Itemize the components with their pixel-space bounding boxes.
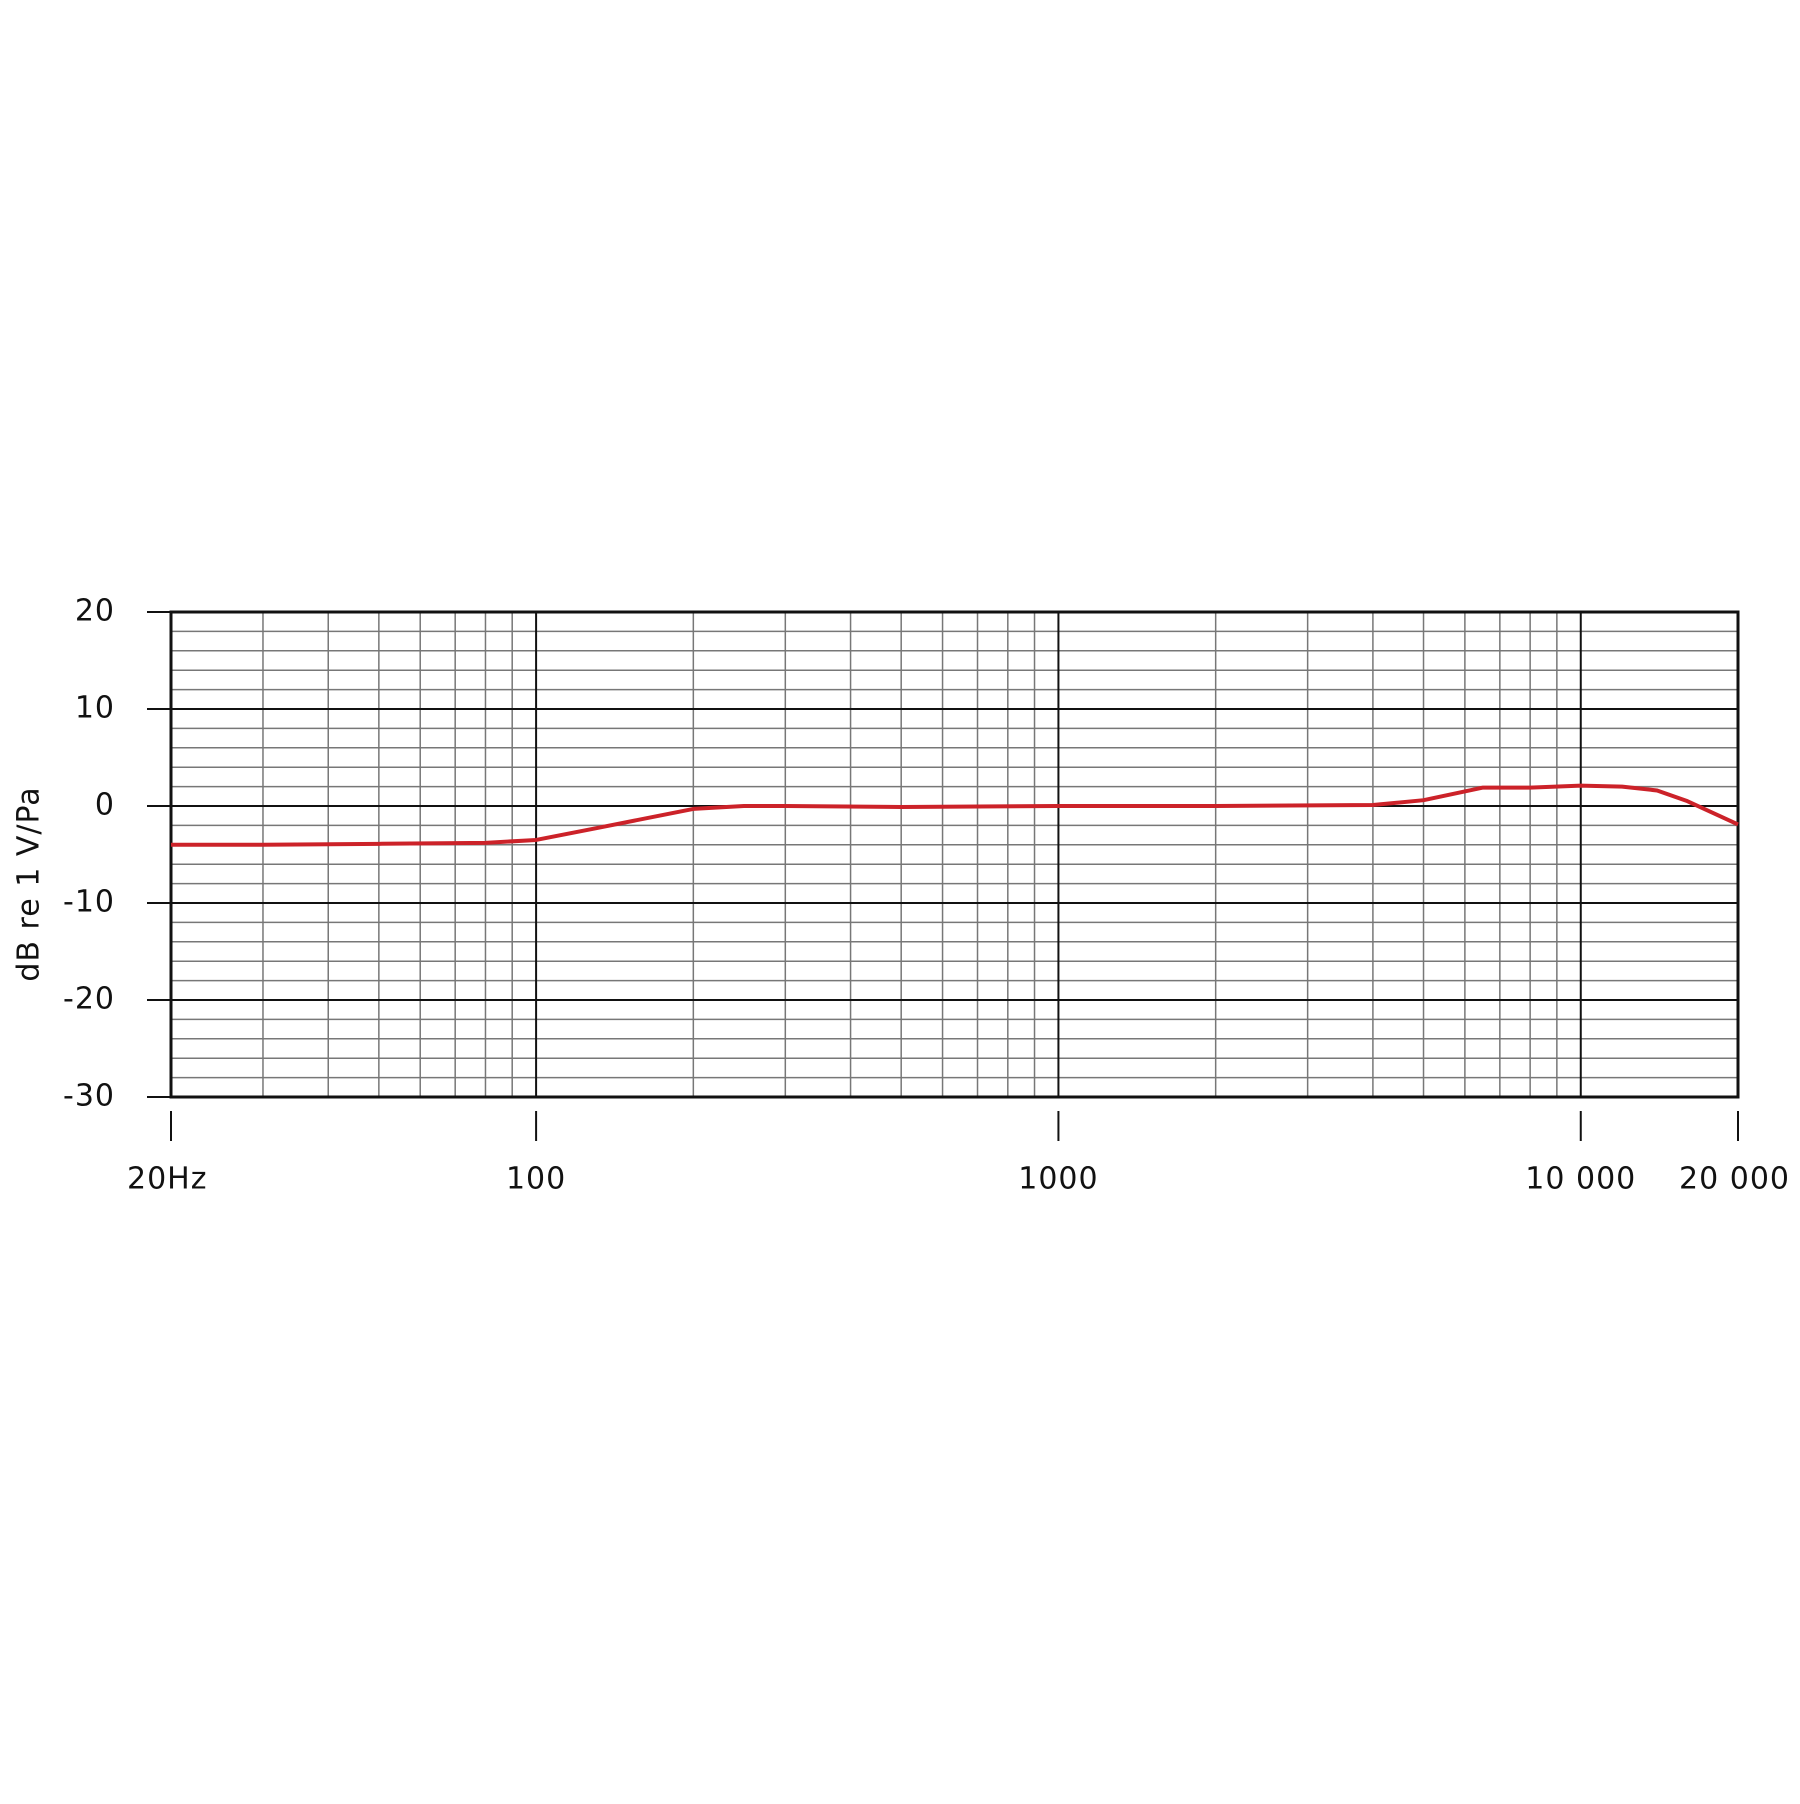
y-tick-label: 10 <box>75 691 115 726</box>
y-tick-label: 20 <box>75 594 115 629</box>
plot-frame <box>169 610 1740 1099</box>
y-tick-label: -10 <box>63 885 115 920</box>
y-axis-label: dB re 1 V/Pa <box>12 786 47 981</box>
y-tick-label: 0 <box>95 788 115 823</box>
x-tick-label: 1000 <box>1018 1162 1098 1197</box>
data-line <box>171 783 1739 847</box>
y-tick-label: -20 <box>63 982 115 1017</box>
x-tick-label: 20 000 <box>1679 1162 1790 1197</box>
y-tick-label: -30 <box>63 1079 115 1114</box>
x-tick-label: 10 000 <box>1525 1162 1636 1197</box>
x-tick-label: 20Hz <box>127 1162 207 1197</box>
x-tick-label: 100 <box>506 1162 566 1197</box>
